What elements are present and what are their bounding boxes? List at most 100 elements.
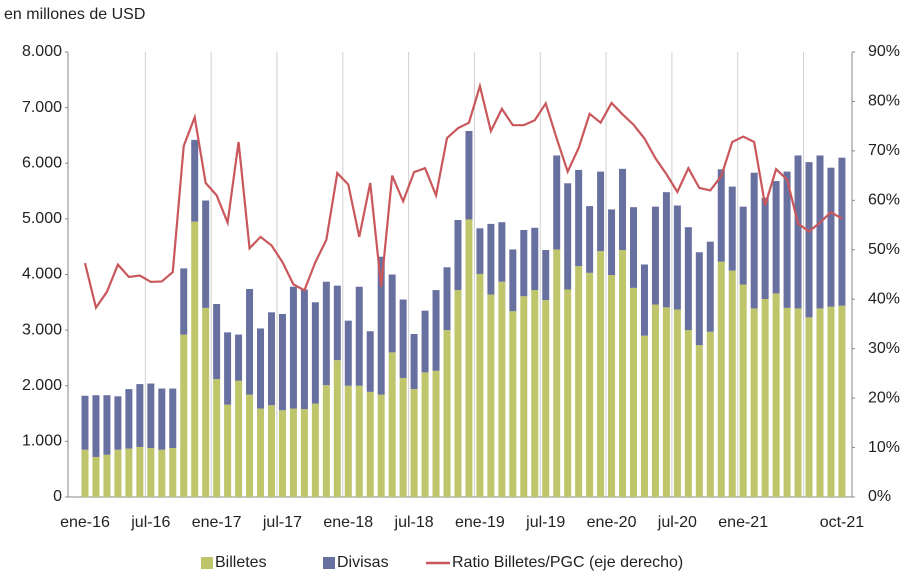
legend-label: Billetes — [215, 554, 267, 571]
y-tick-label: 0 — [53, 488, 62, 505]
bar-segment — [509, 249, 517, 312]
bar-segment — [191, 139, 199, 222]
bar-segment — [136, 384, 144, 447]
bar-segment — [608, 209, 616, 276]
legend-swatch — [201, 557, 213, 569]
bar-segment — [410, 389, 418, 497]
bar-segment — [366, 391, 374, 497]
bar-segment — [717, 261, 725, 497]
bar-segment — [355, 385, 363, 497]
x-tick-label: jul-17 — [262, 514, 302, 531]
bar-segment — [794, 308, 802, 497]
bar-segment — [377, 256, 385, 395]
y-tick-label: 5.000 — [22, 210, 62, 227]
bar-segment — [476, 273, 484, 497]
bar-segment — [531, 227, 539, 291]
bar-segment — [553, 249, 561, 497]
bar-segment — [520, 296, 528, 497]
bar-segment — [344, 385, 352, 497]
bar-segment — [739, 206, 747, 285]
bar-segment — [531, 290, 539, 497]
bar-segment — [267, 312, 275, 406]
bar-segment — [432, 370, 440, 497]
y2-tick-label: 70% — [868, 142, 900, 159]
bar-segment — [805, 162, 813, 318]
bar-segment — [213, 303, 221, 380]
bar-segment — [586, 272, 594, 497]
bar-segment — [794, 155, 802, 309]
bar-segment — [300, 289, 308, 410]
bar-segment — [224, 404, 232, 497]
y-tick-label: 4.000 — [22, 266, 62, 283]
bar-segment — [432, 290, 440, 371]
bar-segment — [619, 168, 627, 251]
bar-segment — [147, 383, 155, 449]
bar-segment — [542, 300, 550, 497]
bar-segment — [311, 403, 319, 497]
x-tick-label: ene-21 — [718, 514, 768, 531]
bar-segment — [630, 287, 637, 497]
bar-segment — [816, 155, 824, 309]
bar-segment — [388, 352, 396, 497]
bar-segment — [92, 395, 100, 457]
bar-segment — [125, 448, 133, 497]
bar-segment — [728, 186, 736, 271]
x-tick-label: jul-19 — [525, 514, 565, 531]
bar-segment — [673, 205, 681, 310]
bar-segment — [630, 207, 637, 288]
bar-segment — [202, 200, 210, 308]
y2-tick-label: 0% — [868, 488, 891, 505]
bar-segment — [586, 206, 594, 273]
bar-segment — [640, 335, 648, 497]
bar-segment — [783, 171, 791, 308]
bar-segment — [114, 449, 122, 497]
bar-segment — [608, 275, 616, 497]
legend-swatch — [323, 557, 335, 569]
bar-segment — [180, 268, 188, 335]
y-tick-label: 3.000 — [22, 321, 62, 338]
bar-segment — [300, 409, 308, 497]
bar-segment — [542, 250, 550, 301]
bar-segment — [421, 310, 429, 373]
bar-segment — [619, 250, 627, 497]
bar-segment — [476, 228, 484, 274]
y-tick-label: 1.000 — [22, 433, 62, 450]
bar-segment — [827, 306, 835, 497]
y2-tick-label: 60% — [868, 192, 900, 209]
bar-segment — [81, 395, 89, 450]
bar-segment — [289, 408, 297, 497]
bar-segment — [827, 167, 835, 307]
bar-segment — [750, 172, 758, 309]
bar-segment — [278, 313, 286, 411]
bar-segment — [103, 454, 111, 497]
bar-segment — [421, 372, 429, 497]
bar-segment — [509, 311, 517, 497]
y2-tick-label: 20% — [868, 389, 900, 406]
bar-segment — [772, 293, 780, 497]
y2-tick-label: 40% — [868, 290, 900, 307]
x-tick-label: ene-20 — [587, 514, 637, 531]
bar-segment — [673, 309, 681, 497]
bar-segment — [92, 456, 100, 497]
bar-segment — [816, 308, 824, 497]
bar-segment — [717, 169, 725, 262]
y-tick-label: 6.000 — [22, 154, 62, 171]
bar-segment — [805, 317, 813, 497]
bar-segment — [114, 396, 122, 450]
bar-segment — [136, 446, 144, 497]
y2-tick-label: 10% — [868, 439, 900, 456]
bar-segment — [772, 181, 780, 294]
bar-segment — [257, 408, 265, 497]
bar-segment — [465, 219, 473, 497]
bar-segment — [750, 308, 758, 497]
y2-tick-label: 90% — [868, 43, 900, 60]
y2-tick-label: 50% — [868, 241, 900, 258]
bar-segment — [81, 449, 89, 497]
x-tick-label: ene-18 — [323, 514, 373, 531]
legend-label: Divisas — [337, 554, 389, 571]
bar-segment — [246, 394, 254, 497]
bar-segment — [443, 267, 451, 331]
bar-segment — [158, 388, 166, 450]
bar-segment — [684, 227, 692, 331]
